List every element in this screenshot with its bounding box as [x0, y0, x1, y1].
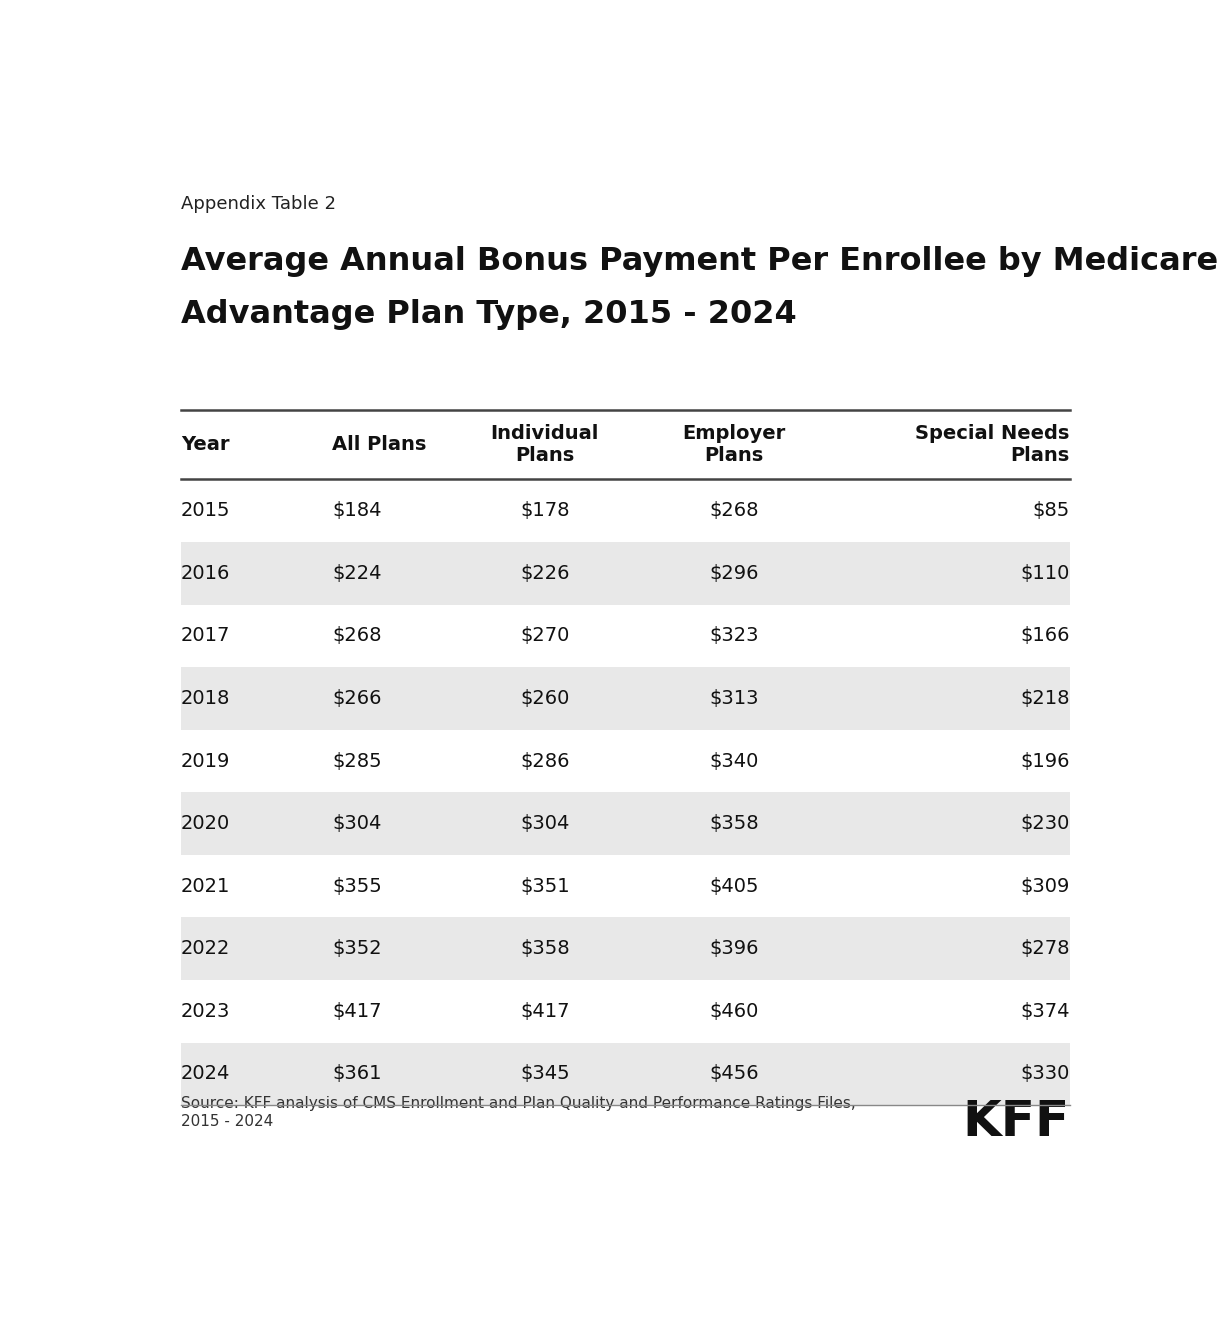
Text: 2016: 2016: [181, 564, 231, 583]
Text: Employer
Plans: Employer Plans: [682, 424, 786, 465]
Text: KFF: KFF: [963, 1098, 1070, 1146]
Text: 2020: 2020: [181, 814, 231, 833]
Text: $355: $355: [332, 876, 382, 895]
Text: $110: $110: [1020, 564, 1070, 583]
Text: $266: $266: [332, 689, 382, 708]
Text: $396: $396: [709, 939, 759, 959]
Bar: [181, 918, 1070, 980]
Text: Special Needs
Plans: Special Needs Plans: [915, 424, 1070, 465]
Text: $178: $178: [520, 501, 570, 521]
Bar: [181, 730, 1070, 793]
Text: $361: $361: [332, 1065, 382, 1084]
Text: $260: $260: [520, 689, 570, 708]
Text: $196: $196: [1020, 752, 1070, 770]
Text: Advantage Plan Type, 2015 - 2024: Advantage Plan Type, 2015 - 2024: [181, 299, 797, 331]
Text: $226: $226: [520, 564, 570, 583]
Text: $85: $85: [1032, 501, 1070, 521]
Text: Average Annual Bonus Payment Per Enrollee by Medicare: Average Annual Bonus Payment Per Enrolle…: [181, 246, 1218, 278]
Text: $296: $296: [709, 564, 759, 583]
Text: $304: $304: [332, 814, 382, 833]
Bar: [181, 479, 1070, 542]
Text: $224: $224: [332, 564, 382, 583]
Text: $268: $268: [332, 627, 382, 645]
Text: All Plans: All Plans: [332, 436, 427, 454]
Text: 2023: 2023: [181, 1001, 231, 1021]
Text: 2021: 2021: [181, 876, 231, 895]
Text: $313: $313: [709, 689, 759, 708]
Bar: [181, 542, 1070, 604]
Text: $285: $285: [332, 752, 382, 770]
Text: 2018: 2018: [181, 689, 231, 708]
Text: $323: $323: [709, 627, 759, 645]
Text: Appendix Table 2: Appendix Table 2: [181, 195, 336, 214]
Text: 2019: 2019: [181, 752, 231, 770]
Bar: [181, 855, 1070, 918]
Bar: [181, 793, 1070, 855]
Text: $218: $218: [1020, 689, 1070, 708]
Text: $358: $358: [520, 939, 570, 959]
Text: $351: $351: [520, 876, 570, 895]
Text: $417: $417: [520, 1001, 570, 1021]
Text: Source: KFF analysis of CMS Enrollment and Plan Quality and Performance Ratings : Source: KFF analysis of CMS Enrollment a…: [181, 1097, 855, 1129]
Text: 2017: 2017: [181, 627, 231, 645]
Bar: [181, 1042, 1070, 1105]
Text: 2022: 2022: [181, 939, 231, 959]
Bar: [181, 667, 1070, 730]
Text: $340: $340: [709, 752, 759, 770]
Text: $270: $270: [520, 627, 570, 645]
Text: Year: Year: [181, 436, 229, 454]
Text: 2024: 2024: [181, 1065, 231, 1084]
Text: $304: $304: [520, 814, 570, 833]
Text: $268: $268: [709, 501, 759, 521]
Text: $230: $230: [1020, 814, 1070, 833]
Text: $184: $184: [332, 501, 382, 521]
Text: $309: $309: [1020, 876, 1070, 895]
Text: $460: $460: [709, 1001, 759, 1021]
Text: $456: $456: [709, 1065, 759, 1084]
Text: $358: $358: [709, 814, 759, 833]
Text: $286: $286: [520, 752, 570, 770]
Text: $345: $345: [520, 1065, 570, 1084]
Bar: [181, 980, 1070, 1042]
Text: $330: $330: [1020, 1065, 1070, 1084]
Text: $352: $352: [332, 939, 382, 959]
Text: $374: $374: [1020, 1001, 1070, 1021]
Bar: [181, 604, 1070, 667]
Text: 2015: 2015: [181, 501, 231, 521]
Text: $417: $417: [332, 1001, 382, 1021]
Text: $405: $405: [709, 876, 759, 895]
Text: $278: $278: [1020, 939, 1070, 959]
Text: $166: $166: [1020, 627, 1070, 645]
Text: Individual
Plans: Individual Plans: [490, 424, 599, 465]
